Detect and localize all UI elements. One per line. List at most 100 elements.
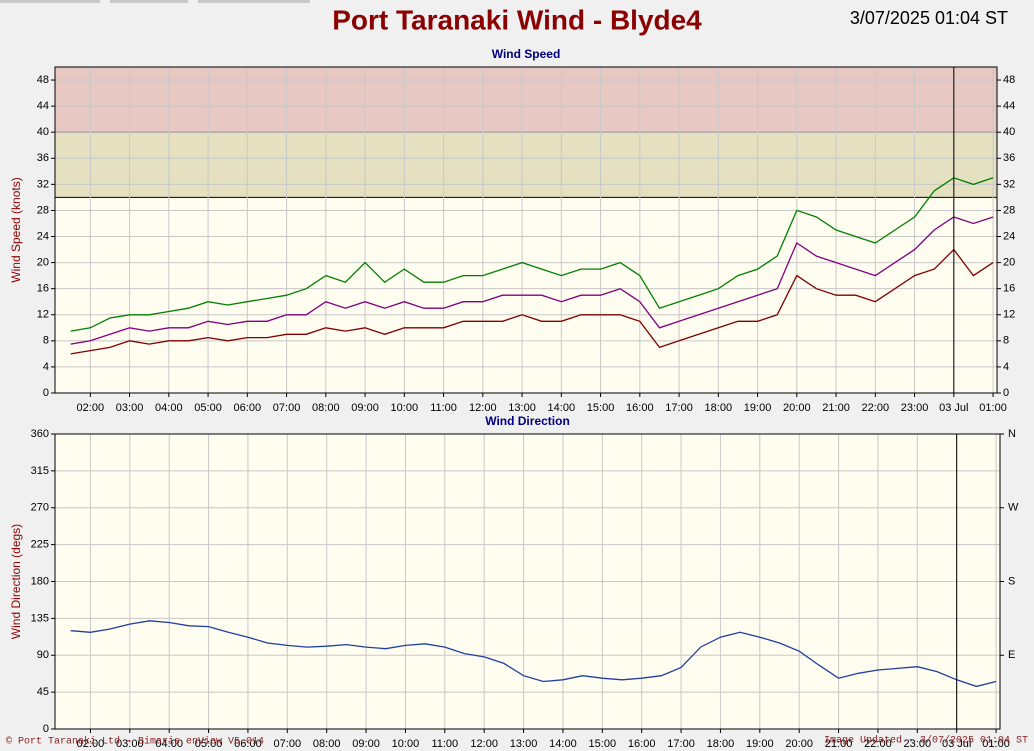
y-tick-label-right: 4	[1003, 361, 1009, 373]
x-tick-label: 19:00	[746, 738, 774, 750]
x-tick-label: 15:00	[587, 402, 615, 414]
x-tick-label: 12:00	[470, 738, 498, 750]
x-tick-label: 22:00	[864, 738, 892, 750]
x-tick-label: 11:00	[431, 738, 458, 750]
y-tick-label: 315	[31, 465, 49, 477]
y-tick-label: 36	[37, 152, 49, 164]
x-tick-label: 08:00	[313, 738, 341, 750]
y-tick-label: 8	[43, 335, 49, 347]
x-tick-label: 03 Jul	[942, 738, 971, 750]
x-tick-label: 09:00	[351, 402, 379, 414]
y-tick-label: 0	[43, 723, 49, 735]
y-tick-label: 20	[37, 257, 49, 269]
x-tick-label: 22:00	[862, 402, 890, 414]
x-tick-label: 01:00	[979, 402, 1007, 414]
x-tick-label: 13:00	[508, 402, 536, 414]
y-axis-label: Wind Speed (knots)	[9, 177, 23, 282]
x-tick-label: 17:00	[665, 402, 693, 414]
y-tick-label: 28	[37, 204, 49, 216]
y-tick-label: 180	[31, 575, 49, 587]
footer-right: Image Updated - 3/07/2025 01:04 ST	[824, 735, 1028, 747]
y-tick-label-right: 20	[1003, 257, 1015, 269]
plot-border	[54, 66, 998, 394]
x-tick-label: 23:00	[901, 402, 929, 414]
x-tick-label: 09:00	[352, 738, 380, 750]
y-tick-label-right: 24	[1003, 230, 1015, 242]
x-tick-label: 12:00	[469, 402, 497, 414]
y-tick-label-right: 32	[1003, 178, 1015, 190]
y-tick-label: 12	[37, 309, 49, 321]
x-tick-label: 03 Jul	[939, 402, 968, 414]
x-tick-label: 06:00	[234, 402, 262, 414]
x-tick-label: 13:00	[510, 738, 538, 750]
y-tick-label-right: 36	[1003, 152, 1015, 164]
y2-tick-label: E	[1008, 649, 1015, 661]
y-tick-label: 90	[37, 649, 49, 661]
y2-tick-label: N	[1008, 428, 1016, 440]
x-tick-label: 21:00	[822, 402, 850, 414]
threshold-band	[55, 132, 997, 198]
plot-border	[54, 433, 1001, 730]
x-tick-label: 01:00	[982, 738, 1010, 750]
x-tick-label: 14:00	[549, 738, 577, 750]
x-tick-label: 21:00	[825, 738, 853, 750]
y-tick-label-right: 48	[1003, 74, 1015, 86]
y-tick-label: 40	[37, 126, 49, 138]
tab	[0, 0, 100, 3]
timestamp: 3/07/2025 01:04 ST	[850, 8, 1008, 28]
y-tick-label-right: 8	[1003, 335, 1009, 347]
y-axis-label: Wind Direction (degs)	[9, 524, 23, 639]
tab	[198, 0, 310, 3]
x-tick-label: 18:00	[707, 738, 735, 750]
page-title: Port Taranaki Wind - Blyde4	[332, 4, 702, 35]
series-line	[70, 248, 994, 355]
y-tick-label: 32	[37, 178, 49, 190]
y-tick-label: 270	[31, 502, 49, 514]
x-tick-label: 03:00	[116, 402, 144, 414]
y-tick-label-right: 12	[1003, 309, 1015, 321]
x-tick-label: 23:00	[904, 738, 932, 750]
x-tick-label: 18:00	[705, 402, 733, 414]
x-tick-label: 10:00	[392, 738, 420, 750]
x-tick-label: 04:00	[155, 738, 183, 750]
x-tick-label: 10:00	[391, 402, 419, 414]
y-tick-label: 135	[31, 612, 49, 624]
y2-tick-label: W	[1008, 502, 1019, 514]
x-tick-label: 05:00	[195, 738, 223, 750]
x-tick-label: 20:00	[783, 402, 811, 414]
x-tick-label: 07:00	[274, 738, 302, 750]
x-tick-label: 14:00	[548, 402, 576, 414]
footer-left: © Port Taranaki Ltd - Bimaris enView V5.…	[6, 736, 264, 748]
x-tick-label: 07:00	[273, 402, 301, 414]
y-tick-label: 4	[43, 361, 49, 373]
x-tick-label: 15:00	[589, 738, 617, 750]
y-tick-label: 225	[31, 539, 49, 551]
y-tick-label: 0	[43, 387, 49, 399]
y-tick-label-right: 44	[1003, 100, 1015, 112]
x-tick-label: 03:00	[116, 738, 144, 750]
y-tick-label: 24	[37, 230, 49, 242]
chart-title: Wind Direction	[485, 414, 570, 428]
y-tick-label: 44	[37, 100, 49, 112]
x-tick-label: 05:00	[194, 402, 222, 414]
x-tick-label: 06:00	[234, 738, 262, 750]
y-tick-label-right: 0	[1003, 387, 1009, 399]
x-tick-label: 11:00	[430, 402, 457, 414]
y-tick-label: 45	[37, 686, 49, 698]
x-tick-label: 16:00	[626, 402, 654, 414]
tab	[110, 0, 188, 3]
y-tick-label-right: 16	[1003, 283, 1015, 295]
series-line	[70, 620, 997, 688]
x-tick-label: 02:00	[77, 402, 105, 414]
y-tick-label: 48	[37, 74, 49, 86]
x-tick-label: 08:00	[312, 402, 340, 414]
series-line	[70, 216, 994, 345]
x-tick-label: 17:00	[667, 738, 695, 750]
x-tick-label: 20:00	[785, 738, 813, 750]
chart-title: Wind Speed	[492, 47, 561, 61]
x-tick-label: 04:00	[155, 402, 183, 414]
series-line	[70, 177, 994, 332]
